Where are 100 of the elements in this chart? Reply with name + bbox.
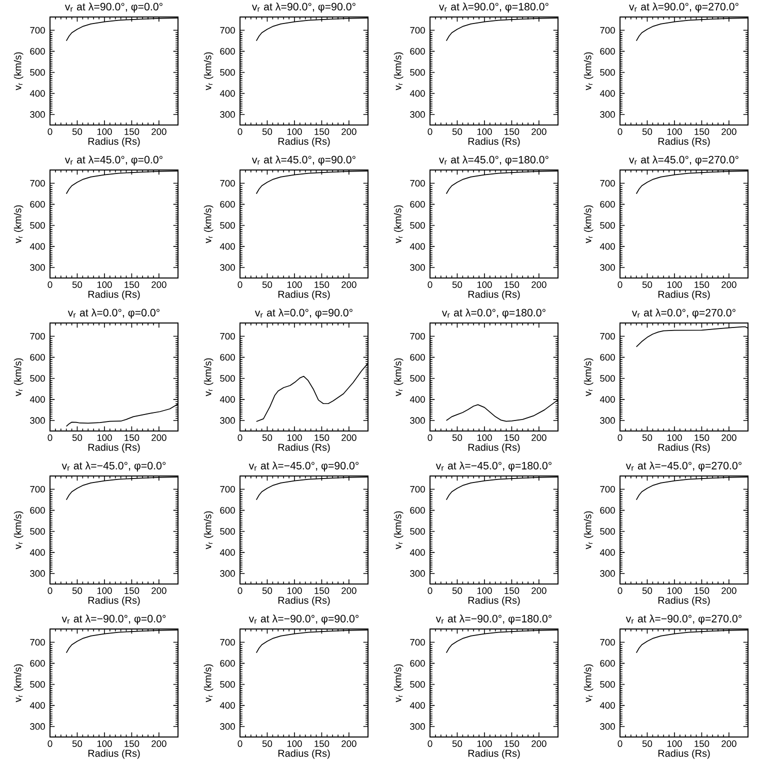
y-tick-label: 500 [30,528,45,535]
chart-title: v$_{r}$ at λ=90.0°, φ=0.0° [64,2,162,13]
y-tick-label: 700 [30,180,45,187]
x-tick-label: 150 [504,128,520,135]
y-tick-label: 600 [600,507,615,514]
x-axis-title: Radius (Rs) [658,137,710,147]
chart-title: v$_{r}$ at λ=−45.0°, φ=180.0° [436,462,552,472]
y-axis-title: v$_{r}$ (km/s) [204,205,214,244]
y-tick-label: 300 [220,111,235,118]
x-tick-label: 0 [428,740,432,747]
x-tick-label: 50 [262,740,272,747]
x-tick-label: 0 [238,128,242,135]
y-tick-label: 600 [410,507,425,514]
x-tick-label: 0 [238,587,242,594]
y-tick-label: 700 [30,638,45,646]
y-tick-label: 300 [30,264,45,271]
y-tick-label: 700 [30,486,45,493]
x-tick-label: 100 [97,740,112,747]
x-tick-label: 0 [48,587,52,594]
x-tick-label: 150 [124,128,140,135]
x-axis-title: Radius (Rs) [468,290,520,300]
chart-title: v$_{r}$ at λ=−45.0°, φ=270.0° [626,462,742,472]
x-tick-label: 100 [287,434,302,441]
x-axis-title: Radius (Rs) [658,596,710,606]
x-axis-title: Radius (Rs) [88,596,140,606]
x-tick-label: 0 [238,281,242,288]
y-tick-label: 500 [600,681,615,688]
y-tick-label: 600 [600,354,615,361]
x-tick-label: 200 [722,434,736,441]
y-tick-label: 400 [30,243,45,250]
y-tick-label: 400 [30,702,45,709]
y-tick-label: 400 [220,90,235,97]
y-tick-label: 700 [220,26,235,34]
y-tick-label: 300 [220,417,235,424]
y-tick-label: 400 [600,243,615,250]
y-axis-title: v$_{r}$ (km/s) [394,205,404,244]
x-tick-label: 100 [477,587,492,594]
chart-title: v$_{r}$ at λ=−45.0°, φ=0.0° [62,462,166,472]
x-tick-label: 200 [342,128,356,135]
x-tick-label: 0 [48,434,52,441]
x-tick-label: 200 [532,587,546,594]
x-axis-title: Radius (Rs) [658,749,710,759]
chart-title: v$_{r}$ at λ=−90.0°, φ=180.0° [436,614,552,625]
x-tick-label: 200 [342,587,356,594]
y-tick-label: 700 [410,332,425,340]
x-tick-label: 50 [452,587,462,594]
x-tick-label: 50 [72,128,82,135]
x-tick-label: 50 [642,740,652,747]
chart-title: v$_{r}$ at λ=0.0°, φ=90.0° [254,308,352,319]
y-tick-label: 300 [410,264,425,271]
x-tick-label: 0 [428,587,432,594]
y-axis-title: v$_{r}$ (km/s) [204,511,214,550]
x-tick-label: 100 [667,587,682,594]
y-tick-label: 500 [410,222,425,229]
x-tick-label: 150 [504,434,520,441]
x-tick-label: 150 [314,128,330,135]
y-tick-label: 700 [600,332,615,340]
y-tick-label: 500 [220,69,235,76]
chart-title: v$_{r}$ at λ=0.0°, φ=180.0° [442,308,546,319]
y-tick-label: 400 [410,90,425,97]
x-axis-title: Radius (Rs) [278,290,330,300]
y-tick-label: 600 [220,201,235,208]
y-axis-title: v$_{r}$ (km/s) [204,358,214,396]
x-axis-title: Radius (Rs) [88,749,140,759]
x-tick-label: 150 [124,434,140,441]
x-tick-label: 0 [238,740,242,747]
x-tick-label: 100 [667,740,682,747]
x-tick-label: 50 [262,587,272,594]
y-axis-title: v$_{r}$ (km/s) [204,52,214,90]
y-tick-label: 300 [600,111,615,118]
y-tick-label: 400 [220,702,235,709]
x-tick-label: 0 [48,740,52,747]
x-axis-title: Radius (Rs) [468,596,520,606]
y-tick-label: 600 [410,48,425,55]
x-tick-label: 150 [124,587,140,594]
x-tick-label: 150 [314,281,330,288]
x-tick-label: 100 [477,740,492,747]
x-tick-label: 50 [262,434,272,441]
x-tick-label: 50 [72,281,82,288]
x-tick-label: 150 [504,281,520,288]
x-tick-label: 50 [262,128,272,135]
x-tick-label: 200 [722,281,736,288]
x-tick-label: 0 [618,434,622,441]
y-tick-label: 300 [410,723,425,730]
y-tick-label: 300 [410,570,425,577]
x-tick-label: 150 [124,281,140,288]
x-tick-label: 50 [452,281,462,288]
x-tick-label: 100 [667,281,682,288]
x-tick-label: 200 [532,281,546,288]
y-tick-label: 400 [220,549,235,556]
y-tick-label: 300 [30,111,45,118]
y-tick-label: 500 [220,375,235,382]
y-tick-label: 600 [220,507,235,514]
y-tick-label: 600 [220,48,235,55]
x-tick-label: 50 [452,128,462,135]
x-tick-label: 200 [152,740,166,747]
y-axis-title: v$_{r}$ (km/s) [584,358,594,396]
y-axis-title: v$_{r}$ (km/s) [394,52,404,90]
x-tick-label: 200 [152,128,166,135]
y-tick-label: 700 [410,180,425,187]
